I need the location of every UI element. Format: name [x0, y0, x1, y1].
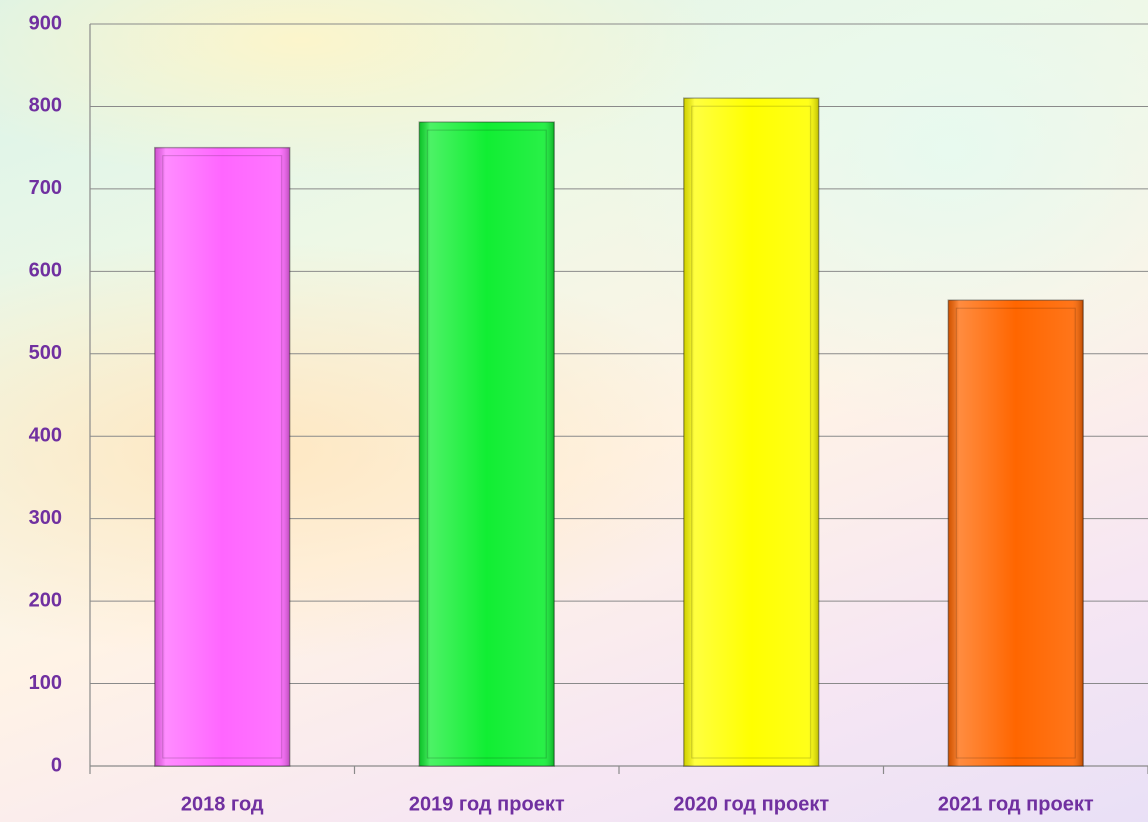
y-tick-label: 100 [29, 672, 62, 694]
bar-bevel [955, 307, 1076, 759]
bar-bevel [691, 105, 812, 759]
y-tick-label: 400 [29, 425, 62, 447]
x-tick-label: 2018 год [181, 793, 264, 815]
y-tick-label: 700 [29, 177, 62, 199]
y-tick-label: 800 [29, 95, 62, 117]
bar-bevel [426, 129, 547, 759]
bar-shine [948, 300, 1084, 766]
x-tick-label: 2020 год проект [673, 793, 829, 815]
y-tick-label: 600 [29, 260, 62, 282]
x-tick-label: 2019 год проект [409, 793, 565, 815]
bar-shine [419, 122, 555, 766]
x-tick-label: 2021 год проект [938, 793, 1094, 815]
y-tick-label: 500 [29, 342, 62, 364]
y-tick-label: 900 [29, 12, 62, 34]
y-tick-label: 0 [51, 754, 62, 776]
y-tick-label: 300 [29, 507, 62, 529]
bar-shine [683, 98, 819, 766]
y-tick-label: 200 [29, 589, 62, 611]
bar-shine [154, 147, 290, 766]
bar-bevel [162, 155, 283, 759]
